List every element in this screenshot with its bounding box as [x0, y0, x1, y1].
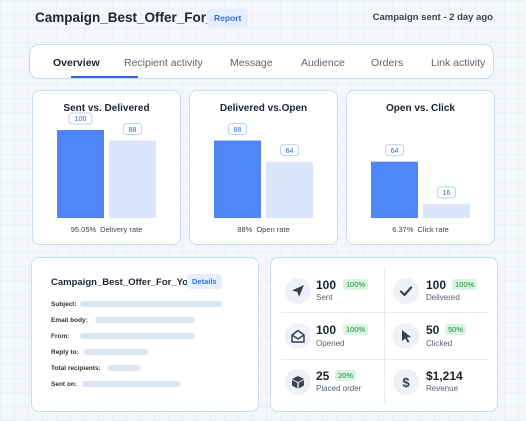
tab-message[interactable]: Message — [230, 57, 273, 69]
field-value-placeholder — [80, 301, 223, 307]
active-tab-indicator — [71, 76, 138, 78]
data-label-box — [228, 123, 247, 136]
stat-opened-value: 100 — [316, 323, 337, 337]
divider — [281, 312, 489, 313]
stat-clicked-percent: 50% — [445, 324, 467, 335]
campaign-status: Campaign sent - 2 day ago — [372, 12, 493, 23]
tab-orders[interactable]: Orders — [371, 57, 404, 69]
stat-sent-percent: 100% — [343, 279, 369, 290]
stat-clicked-value: 50 — [426, 323, 440, 337]
bar-click — [423, 203, 470, 218]
rate-label: Delivery rate — [100, 225, 143, 234]
stat-opened-label: Opened — [316, 339, 345, 348]
rate-label: Open rate — [256, 225, 290, 234]
field-label-total-recipients: Total recipients: — [51, 365, 101, 372]
data-label-box — [123, 123, 142, 136]
stat-sent-label: Sent — [316, 293, 333, 302]
stat-delivered-value: 100 — [426, 278, 447, 292]
data-label-box — [385, 144, 404, 157]
chart-rate: 95.05% Delivery rate — [33, 225, 180, 234]
chart-open-vs-click: Open vs. Click 64 16 6.37% Click rate — [346, 90, 495, 245]
rate-value: 6.37% — [392, 225, 414, 234]
campaign-stats-card: 100 100% Sent 100 100% Delivered 100 100… — [270, 257, 498, 412]
tab-recipient-activity[interactable]: Recipient activity — [124, 57, 203, 69]
data-label: 88 — [234, 127, 242, 134]
stat-delivered-label: Delivered — [426, 293, 460, 302]
chart-title: Delivered vs.Open — [219, 103, 308, 114]
field-value-placeholder — [107, 365, 141, 371]
field-label-sent-on: Sent on: — [51, 381, 77, 388]
stat-placed-order-percent: 20% — [335, 370, 357, 381]
send-icon — [285, 278, 311, 304]
data-label-box — [68, 112, 93, 125]
stat-clicked-label: Clicked — [426, 339, 453, 348]
report-badge[interactable]: Report — [207, 9, 249, 27]
tab-bar: Overview Recipient activity Message Audi… — [29, 44, 494, 79]
field-value-placeholder — [80, 333, 195, 339]
field-label-email-body: Email body: — [51, 317, 88, 324]
stat-revenue-value: $1,214 — [426, 369, 463, 383]
field-label-subject: Subject: — [51, 301, 77, 308]
open-envelope-icon — [285, 323, 311, 349]
chart-rate: 6.37% Click rate — [347, 225, 494, 234]
details-badge[interactable]: Details — [187, 274, 222, 289]
bar-chart: 100 88 — [57, 112, 156, 218]
data-label: 64 — [286, 148, 294, 155]
bar-delivered — [109, 140, 156, 218]
bar-open — [371, 161, 418, 218]
divider — [281, 359, 489, 360]
check-icon — [393, 278, 419, 304]
svg-text:$: $ — [402, 375, 410, 389]
bar-open — [266, 161, 313, 218]
divider — [384, 268, 385, 403]
bar-sent — [57, 130, 104, 218]
stat-revenue-label: Revenue — [426, 384, 459, 393]
data-label: 16 — [443, 190, 451, 197]
chart-delivered-vs-open: Delivered vs.Open 88 64 88% Open rate — [189, 90, 338, 245]
dollar-icon: $ — [393, 369, 419, 395]
data-label: 88 — [129, 127, 137, 134]
data-label: 100 — [75, 116, 87, 123]
data-label: 64 — [391, 148, 399, 155]
data-label-box — [437, 186, 456, 199]
chart-title: Sent vs. Delivered — [63, 103, 150, 114]
rate-value: 88% — [237, 225, 253, 234]
stat-delivered-percent: 100% — [452, 279, 478, 290]
bar-chart: 64 16 — [371, 144, 470, 218]
box-icon — [285, 369, 311, 395]
stat-placed-order-label: Placed order — [316, 384, 362, 393]
campaign-details-card: Campaign_Best_Offer_For_You Details Subj… — [31, 257, 259, 412]
rate-value: 95.05% — [70, 225, 97, 234]
field-value-placeholder — [95, 317, 195, 323]
field-label-reply-to: Reply to: — [51, 349, 79, 356]
tab-audience[interactable]: Audience — [301, 57, 345, 69]
rate-label: Click rate — [417, 225, 449, 234]
stat-placed-order-value: 25 — [316, 369, 330, 383]
data-label-box — [280, 144, 299, 157]
tab-link-activity[interactable]: Link activity — [431, 57, 486, 69]
tab-overview[interactable]: Overview — [53, 57, 100, 69]
chart-title: Open vs. Click — [386, 103, 455, 114]
chart-rate: 88% Open rate — [190, 225, 337, 234]
bar-delivered — [214, 140, 261, 218]
field-value-placeholder — [84, 349, 148, 355]
field-label-from: From: — [51, 333, 70, 340]
field-value-placeholder — [82, 381, 181, 387]
campaign-title: Campaign_Best_Offer_For_You — [35, 10, 239, 25]
cursor-icon — [393, 323, 419, 349]
stat-opened-percent: 100% — [343, 324, 369, 335]
bar-chart: 88 64 — [214, 123, 313, 218]
chart-sent-vs-delivered: Sent vs. Delivered 100 88 95.05% Delivery … — [32, 90, 181, 245]
details-title: Campaign_Best_Offer_For_You — [51, 277, 194, 288]
stat-sent-value: 100 — [316, 278, 337, 292]
